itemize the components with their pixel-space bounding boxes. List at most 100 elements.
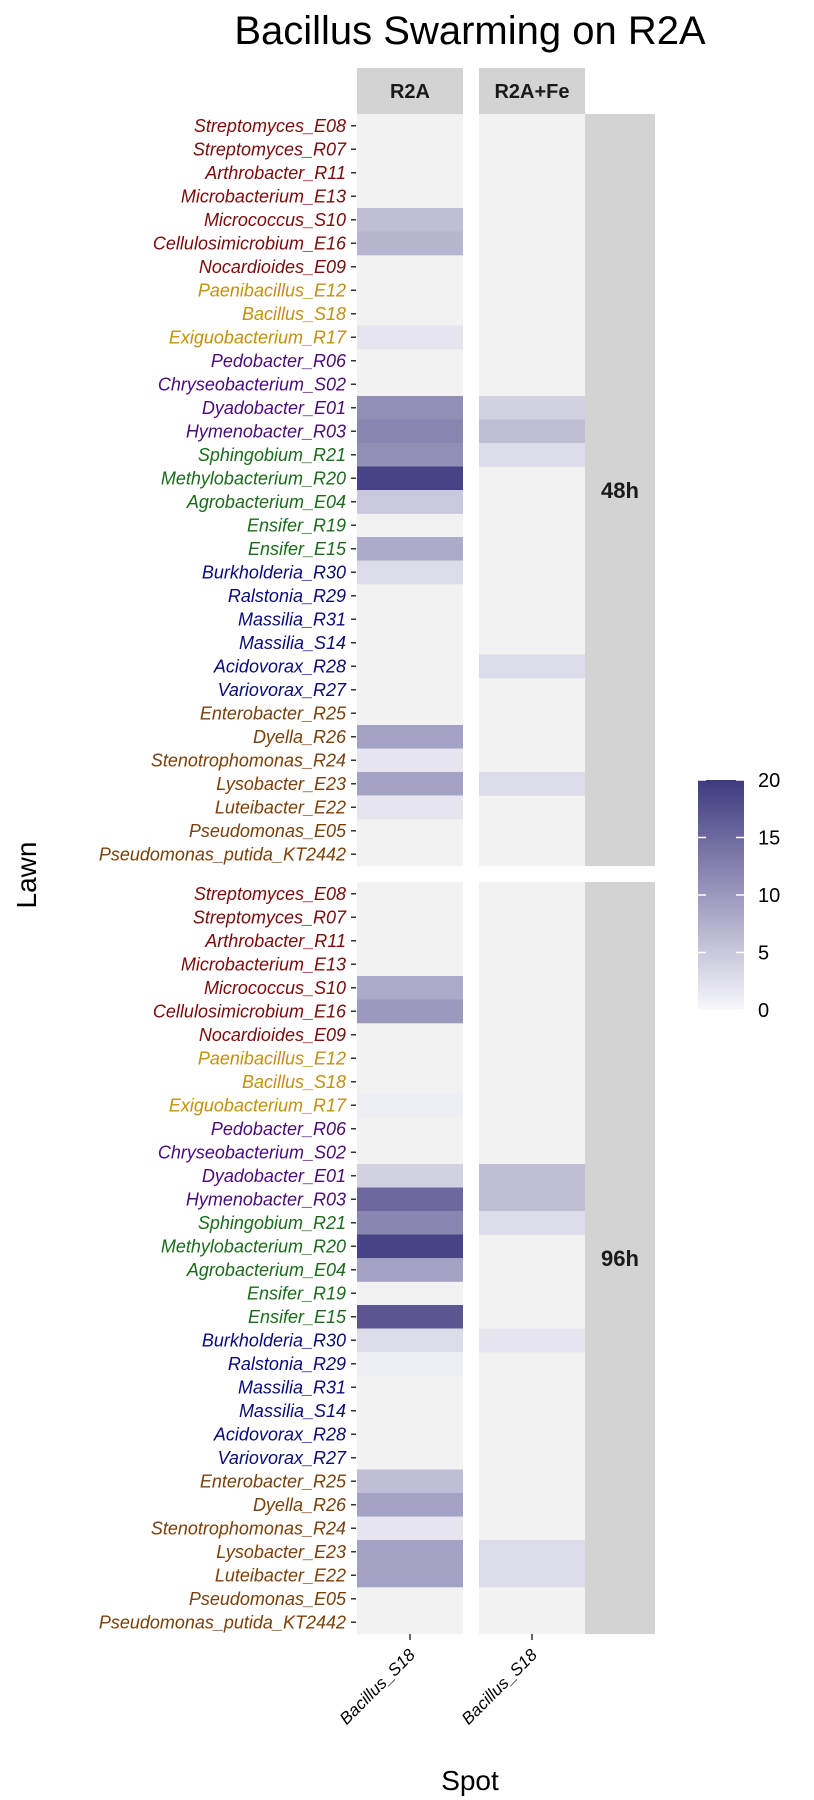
y-tick-label: Cellulosimicrobium_E16 [153, 233, 347, 253]
y-axis-ticks: Streptomyces_E08 Streptomyces_R07 Arthroba… [99, 116, 356, 1632]
y-tick-label: Enterobacter_R25 [200, 1471, 347, 1491]
heatmap-cell [357, 795, 463, 820]
heatmap-cell [479, 443, 585, 467]
y-tick-label: Arthrobacter_R11 [204, 163, 346, 183]
heatmap-cell [357, 490, 463, 514]
y-tick-label: Microbacterium_E13 [181, 954, 346, 974]
heatmap-cell [357, 208, 463, 232]
y-tick-label: Pseudomonas_E05 [189, 1589, 347, 1609]
y-tick-label: Ralstonia_R29 [228, 586, 346, 606]
y-tick-label: Nocardioides_E09 [199, 1025, 346, 1045]
y-tick-label: Massilia_S14 [239, 1401, 346, 1421]
y-axis-title: Lawn [11, 842, 42, 909]
y-tick-label: Luteibacter_E22 [215, 1565, 346, 1585]
y-tick-label: Chryseobacterium_S02 [158, 374, 346, 394]
legend-tick-label: 0 [758, 1000, 769, 1022]
heatmap-cell [357, 537, 463, 561]
column-strip [479, 68, 585, 114]
legend-tick-label: 15 [758, 828, 780, 850]
heatmap-cell [357, 1211, 463, 1235]
y-tick-label: Streptomyces_R07 [193, 907, 347, 927]
x-tick-label: Bacillus_S18 [458, 1645, 541, 1728]
heatmap-cell [479, 1563, 585, 1588]
heatmap-cell [357, 466, 463, 491]
chart-title: Bacillus Swarming on R2A [234, 9, 706, 53]
y-tick-label: Massilia_R31 [238, 1377, 346, 1397]
y-tick-label: Ralstonia_R29 [228, 1354, 346, 1374]
column-strip [357, 68, 463, 114]
heatmap-cell [357, 1563, 463, 1588]
y-tick-label: Pedobacter_R06 [211, 1119, 347, 1139]
y-tick-label: Pseudomonas_putida_KT2442 [99, 1612, 346, 1632]
heatmap-cell [357, 999, 463, 1024]
y-tick-label: Nocardioides_E09 [199, 257, 346, 277]
heatmap-cell [357, 443, 463, 467]
y-tick-label: Pedobacter_R06 [211, 351, 347, 371]
legend-tick-label: 20 [758, 770, 780, 792]
heatmap-cell [479, 772, 585, 796]
y-tick-label: Hymenobacter_R03 [186, 1189, 346, 1209]
y-tick-label: Agrobacterium_E04 [186, 492, 346, 512]
y-tick-label: Chryseobacterium_S02 [158, 1142, 346, 1162]
column-strip-label: R2A+Fe [494, 81, 569, 103]
y-tick-label: Sphingobium_R21 [198, 445, 346, 465]
y-tick-label: Exiguobacterium_R17 [169, 1095, 347, 1115]
heatmap-cell [357, 1093, 463, 1118]
y-tick-label: Agrobacterium_E04 [186, 1260, 346, 1280]
heatmap-cell [357, 1516, 463, 1541]
heatmap-cell [357, 1469, 463, 1494]
legend-tick-label: 5 [758, 943, 769, 965]
y-tick-label: Methylobacterium_R20 [161, 1236, 346, 1256]
y-tick-label: Hymenobacter_R03 [186, 421, 346, 441]
x-axis-ticks: Bacillus_S18 Bacillus_S18 [336, 1634, 541, 1728]
y-tick-label: Pseudomonas_E05 [189, 821, 347, 841]
panel-background [479, 882, 585, 1634]
heatmap-cell [357, 1164, 463, 1188]
y-tick-label: Acidovorax_R28 [213, 656, 346, 676]
heatmap-cell [357, 231, 463, 256]
heatmap-cell [357, 560, 463, 585]
heatmap-cell [357, 419, 463, 444]
heatmap-cell [479, 396, 585, 420]
heatmap-cell [479, 654, 585, 679]
y-tick-label: Ensifer_R19 [247, 1283, 346, 1303]
y-tick-label: Dyadobacter_E01 [202, 1166, 346, 1186]
x-tick-label: Bacillus_S18 [336, 1645, 419, 1728]
heatmap-cell [479, 419, 585, 444]
legend-tick-label: 10 [758, 885, 780, 907]
heatmap-cell [357, 325, 463, 350]
heatmap-cell [479, 1328, 585, 1353]
row-strip-label: 96h [601, 1246, 639, 1271]
panel-background [479, 114, 585, 866]
heatmap-cell [357, 1352, 463, 1376]
heatmap-cell [479, 1164, 585, 1188]
y-tick-label: Ensifer_E15 [248, 1307, 347, 1327]
y-tick-label: Enterobacter_R25 [200, 703, 347, 723]
color-legend: 0 5 10 15 20 [698, 770, 780, 1022]
heatmap-cell [479, 1187, 585, 1212]
heatmap-cell [357, 725, 463, 749]
row-strip [585, 114, 655, 866]
y-tick-label: Variovorax_R27 [218, 1448, 347, 1468]
y-tick-label: Variovorax_R27 [218, 680, 347, 700]
heatmap-cell [357, 1305, 463, 1329]
y-tick-label: Ensifer_E15 [248, 539, 347, 559]
heatmap-cell [357, 748, 463, 773]
y-tick-label: Burkholderia_R30 [202, 1330, 346, 1350]
heatmap-cell [357, 396, 463, 420]
column-strip-label: R2A [390, 81, 430, 103]
y-tick-label: Massilia_S14 [239, 633, 346, 653]
panels: R2A R2A+Fe 48h 96h [357, 68, 655, 1634]
y-tick-label: Paenibacillus_E12 [198, 280, 346, 300]
y-tick-label: Methylobacterium_R20 [161, 468, 346, 488]
y-tick-label: Cellulosimicrobium_E16 [153, 1001, 347, 1021]
y-tick-label: Burkholderia_R30 [202, 562, 346, 582]
y-tick-label: Microbacterium_E13 [181, 186, 346, 206]
y-tick-label: Acidovorax_R28 [213, 1424, 346, 1444]
y-tick-label: Stenotrophomonas_R24 [151, 750, 346, 770]
y-tick-label: Streptomyces_R07 [193, 139, 347, 159]
row-strip [585, 882, 655, 1634]
y-tick-label: Micrococcus_S10 [204, 978, 346, 998]
y-tick-label: Pseudomonas_putida_KT2442 [99, 844, 346, 864]
